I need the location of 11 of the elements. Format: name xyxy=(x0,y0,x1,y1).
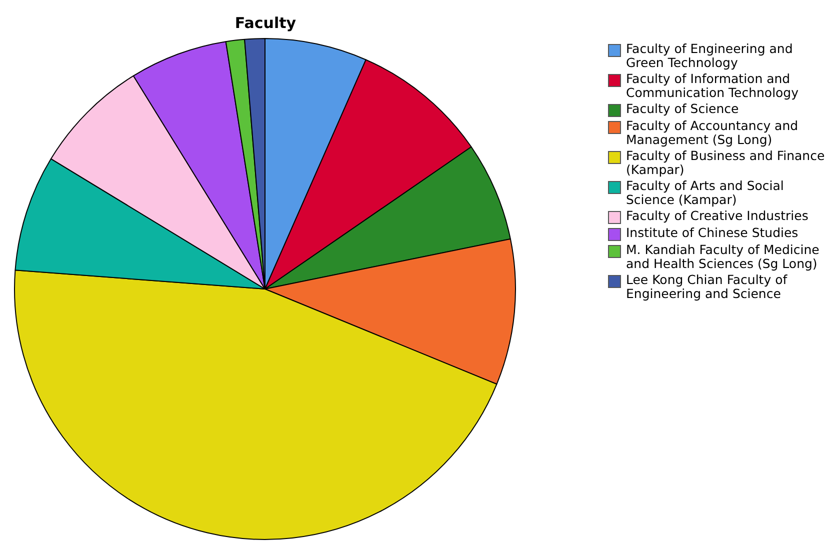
legend-label: Faculty of Arts and Social Science (Kampar) xyxy=(626,178,785,207)
legend-label: Lee Kong Chian Faculty of Engineering and Science xyxy=(626,272,788,301)
chart-title: Faculty xyxy=(234,14,298,32)
legend-label: Faculty of Science xyxy=(626,101,740,116)
legend-label: Faculty of Creative Industries xyxy=(626,208,810,223)
legend-label: Faculty of Information and Communication Technology xyxy=(626,71,800,100)
legend-label: Faculty of Accountancy and Management (Sg Long) xyxy=(626,118,800,147)
legend-label: Faculty of Engineering and Green Technology xyxy=(626,41,794,70)
legend-label: Faculty of Business and Finance (Kampar) xyxy=(626,148,826,177)
legend-label: M. Kandiah Faculty of Medicine and Health Sciences (Sg Long) xyxy=(626,242,820,271)
legend-label: Institute of Chinese Studies xyxy=(626,225,800,240)
